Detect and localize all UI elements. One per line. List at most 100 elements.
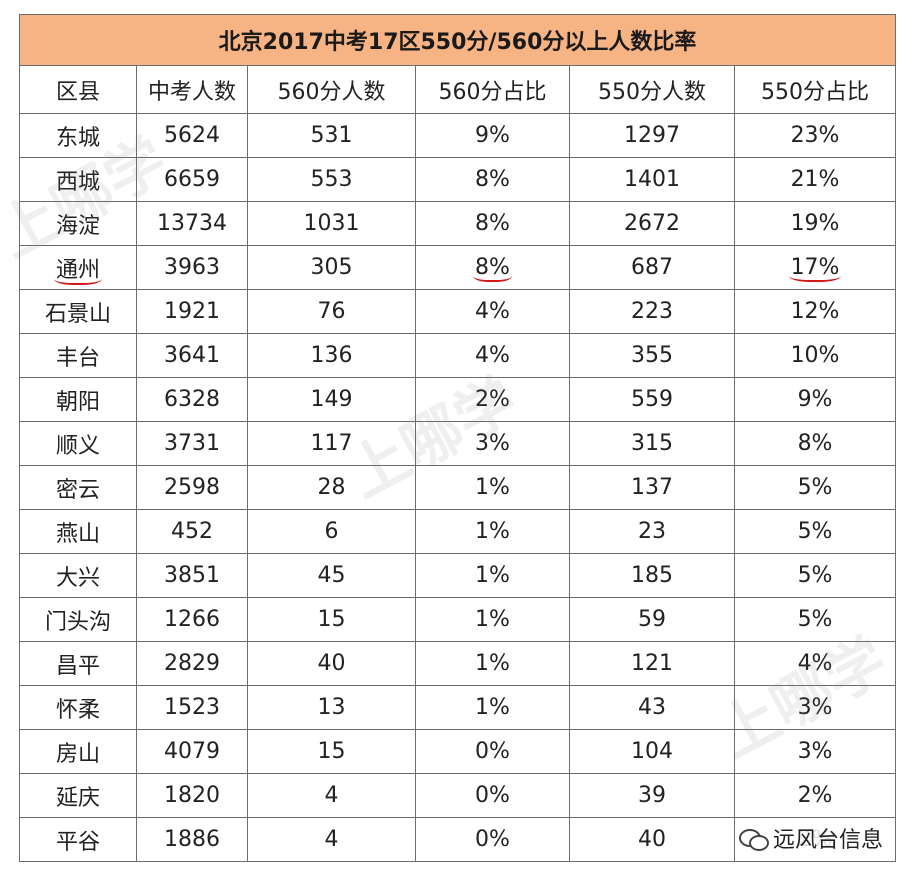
cell-text: 5% [797,563,833,588]
cell-text: 185 [631,563,673,588]
cell-text: 房山 [55,741,100,767]
cell-count-550: 687 [569,245,735,290]
cell-count-560: 6 [247,509,416,554]
cell-text: 43 [638,695,666,720]
cell-text: 1820 [164,783,220,808]
cell-ratio-560: 4% [415,289,570,334]
cell-district: 顺义 [19,421,137,466]
cell-district: 海淀 [19,201,137,246]
cell-text: 9% [797,387,833,412]
cell-text: 1% [475,607,510,632]
cell-ratio-550: 5% [733,597,897,642]
header-550-count: 550分人数 [569,65,735,114]
table-row: 昌平 2829 40 1% 121 4% [19,641,897,686]
cell-count-560: 40 [247,641,416,686]
cell-ratio-560: 0% [415,729,570,774]
cell-text: 1031 [303,211,360,236]
cell-text: 45 [317,563,346,588]
cell-text: 6328 [164,387,220,412]
cell-district: 平谷 [19,817,137,862]
cell-total: 13734 [136,201,248,246]
cell-text: 2% [797,783,833,808]
cell-text: 12% [790,299,840,324]
cell-total: 3963 [136,245,248,290]
header-560-count: 560分人数 [247,65,416,114]
cell-text: 40 [317,651,346,676]
cell-count-550: 315 [569,421,735,466]
cell-ratio-560: 1% [415,509,570,554]
cell-district: 昌平 [19,641,137,686]
cell-text: 怀柔 [55,697,100,723]
cell-text: 136 [310,343,353,368]
header-560-ratio: 560分占比 [415,65,570,114]
cell-text: 15 [317,607,346,632]
table-row: 延庆 1820 4 0% 39 2% [19,773,897,818]
cell-ratio-560: 1% [415,641,570,686]
cell-total: 1886 [136,817,248,862]
cell-text: 3963 [164,255,220,280]
cell-total: 2829 [136,641,248,686]
cell-text: 6659 [164,167,220,192]
cell-total: 6328 [136,377,248,422]
cell-text: 1401 [624,167,680,192]
cell-count-550: 1401 [569,157,735,202]
table-row: 石景山 1921 76 4% 223 12% [19,289,897,334]
cell-district: 东城 [19,113,137,158]
table-row: 丰台 3641 136 4% 355 10% [19,333,897,378]
cell-ratio-560: 1% [415,465,570,510]
cell-text: 8% [475,211,510,236]
cell-total: 452 [136,509,248,554]
cell-ratio-550: 5% [733,509,897,554]
score-table: 北京2017中考17区550分/560分以上人数比率 区县 中考人数 560分人… [18,14,897,862]
cell-text: 1921 [164,299,220,324]
cell-ratio-550: 12% [733,289,897,334]
cell-ratio-560: 8% [415,201,570,246]
header-district: 区县 [19,65,137,114]
cell-text: 3731 [164,431,220,456]
cell-text: 40 [638,827,666,852]
cell-text: 6 [324,519,339,544]
header-row: 区县 中考人数 560分人数 560分占比 550分人数 550分占比 [19,65,897,114]
cell-text: 315 [631,431,673,456]
cell-district: 大兴 [19,553,137,598]
cell-count-550: 23 [569,509,735,554]
cell-count-560: 45 [247,553,416,598]
cell-text: 1266 [164,607,220,632]
cell-count-560: 28 [247,465,416,510]
table-row: 燕山 452 6 1% 23 5% [19,509,897,554]
cell-count-560: 13 [247,685,416,730]
cell-text: 559 [631,387,673,412]
cell-ratio-550: 5% [733,465,897,510]
table-title: 北京2017中考17区550分/560分以上人数比率 [18,14,897,66]
cell-total: 5624 [136,113,248,158]
header-total: 中考人数 [136,65,248,114]
cell-text: 137 [631,475,673,500]
cell-count-560: 117 [247,421,416,466]
cell-count-560: 76 [247,289,416,334]
cell-ratio-550: 3% [733,729,897,774]
cell-text: 海淀 [55,213,100,239]
cell-text: 13 [317,695,346,720]
cell-district: 延庆 [19,773,137,818]
cell-text: 39 [638,783,666,808]
cell-count-560: 149 [247,377,416,422]
cell-ratio-550: 3% [733,685,897,730]
cell-ratio-560: 1% [415,553,570,598]
cell-ratio-550: 23% [733,113,897,158]
cell-text: 0% [475,739,510,764]
cell-ratio-560: 1% [415,685,570,730]
cell-text: 石景山 [44,301,111,327]
cell-count-550: 40 [569,817,735,862]
cell-text: 76 [317,299,346,324]
table-row: 房山 4079 15 0% 104 3% [19,729,897,774]
cell-text: 1% [475,651,510,676]
cell-district: 密云 [19,465,137,510]
cell-text: 59 [638,607,666,632]
cell-count-560: 136 [247,333,416,378]
cell-total: 6659 [136,157,248,202]
cell-ratio-560: 8% [415,245,570,290]
cell-text: 3641 [164,343,220,368]
cell-text: 149 [310,387,353,412]
cell-count-550: 43 [569,685,735,730]
cell-text: 朝阳 [55,389,100,415]
